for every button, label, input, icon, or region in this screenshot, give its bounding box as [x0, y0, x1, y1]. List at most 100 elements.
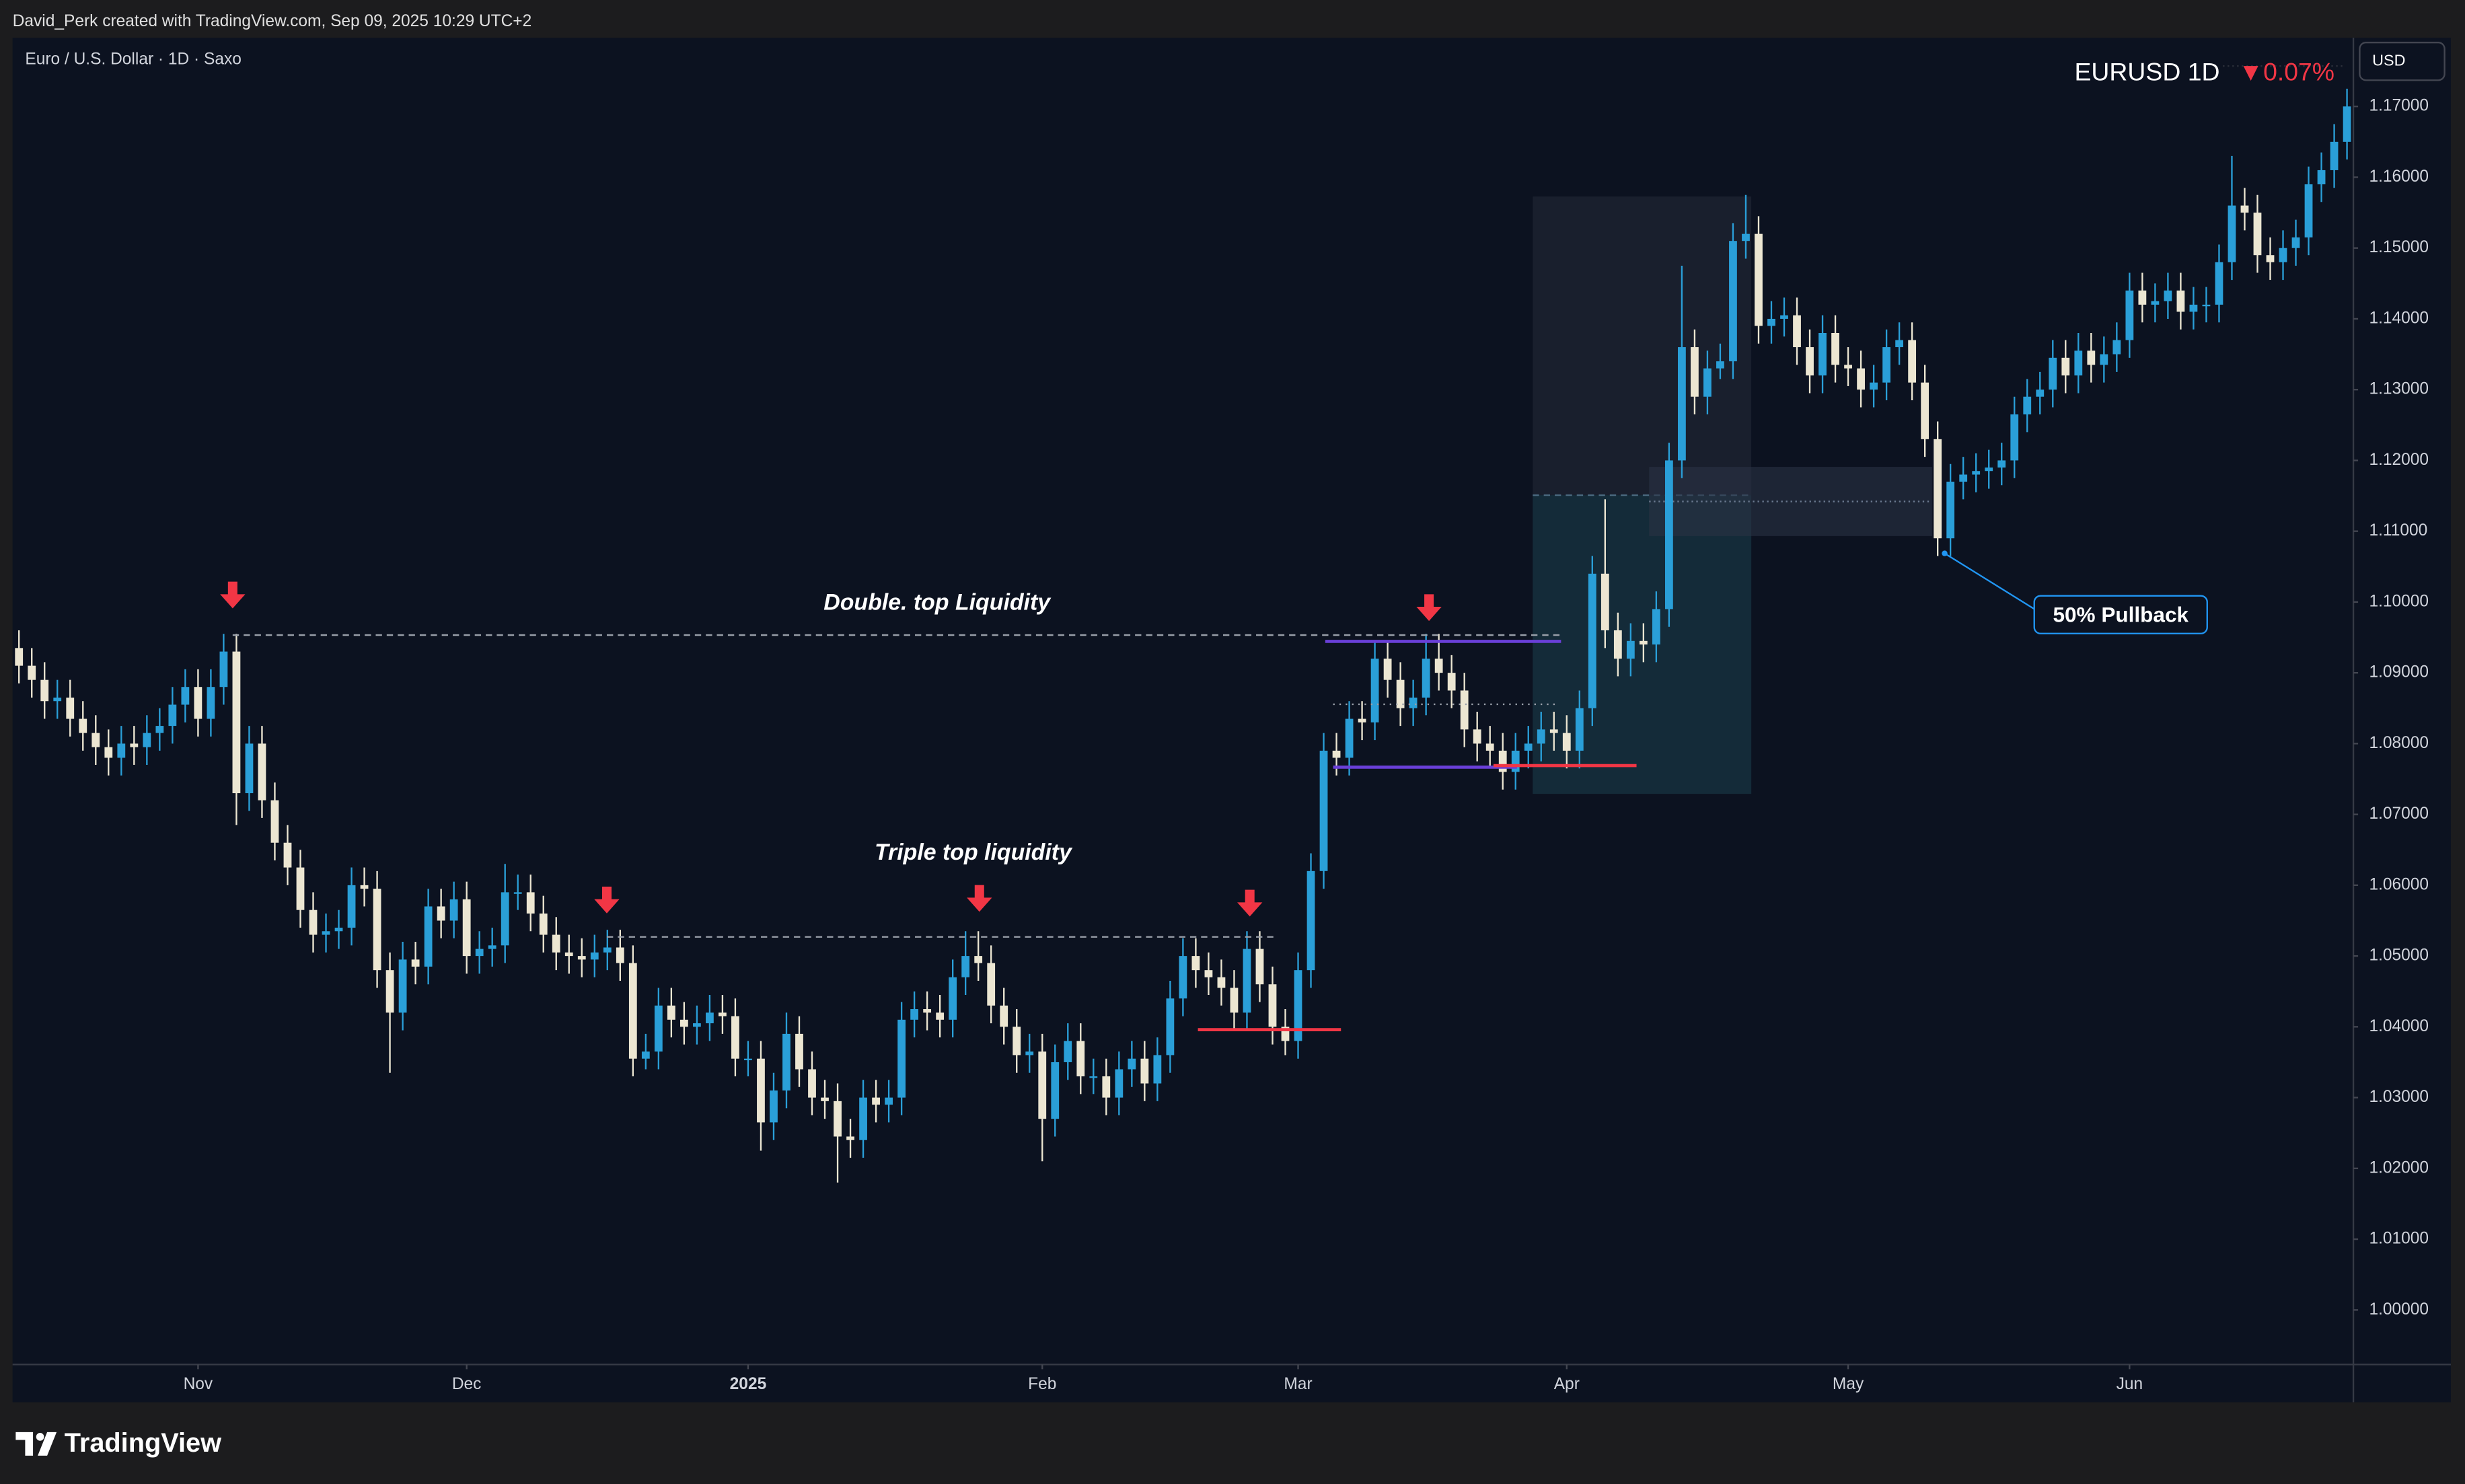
candle-body: [334, 928, 343, 932]
arrow: [220, 581, 246, 609]
arrow: [594, 886, 620, 914]
candle-body: [1549, 729, 1558, 733]
candle-body: [1755, 233, 1763, 326]
x-tick-label: Apr: [1554, 1375, 1580, 1393]
candle-body: [603, 947, 612, 953]
candle-body: [1921, 382, 1929, 439]
candle-body: [2330, 141, 2339, 170]
candle-body: [1281, 1027, 1290, 1041]
candle-body: [1946, 481, 1955, 539]
candle-body: [462, 899, 471, 957]
candle-body: [1013, 1027, 1021, 1055]
chart-title: Euro / U.S. Dollar · 1D · Saxo: [25, 50, 242, 68]
candle-body: [1140, 1058, 1149, 1084]
candle-body: [1537, 729, 1545, 744]
candle-body: [2036, 389, 2045, 397]
candle-body: [1626, 640, 1635, 659]
candle-body: [1575, 708, 1584, 751]
candle-body: [66, 697, 75, 719]
candle-body: [770, 1090, 778, 1123]
candle-body: [2138, 290, 2147, 305]
y-tick-label: 1.13000: [2369, 380, 2429, 398]
y-tick-label: 1.09000: [2369, 663, 2429, 681]
candle-body: [1742, 233, 1750, 242]
candle-body: [488, 945, 496, 949]
candle-body: [1076, 1041, 1085, 1077]
candle-body: [2151, 301, 2160, 305]
y-tick-label: 1.15000: [2369, 238, 2429, 256]
candle-body: [808, 1069, 816, 1098]
candle-body: [1243, 949, 1251, 1013]
currency[interactable]: USD: [2372, 51, 2405, 69]
candle-body: [1780, 315, 1788, 319]
candle-body: [1000, 1005, 1008, 1027]
candle-body: [258, 743, 266, 801]
candle-body: [1434, 659, 1443, 673]
symbol: EURUSD 1D: [2074, 58, 2219, 86]
candle-body: [1857, 368, 1865, 390]
candle-body: [1153, 1055, 1162, 1084]
candle-body: [1562, 733, 1571, 751]
candle-body: [628, 963, 637, 1059]
candle-body: [1793, 315, 1801, 348]
candle-body: [1191, 956, 1200, 971]
candle-body: [449, 899, 458, 921]
candle-body: [2343, 106, 2351, 142]
logo: [15, 1432, 57, 1456]
candle-body: [385, 970, 394, 1013]
candle-body: [1870, 382, 1878, 390]
candle-body: [757, 1058, 765, 1123]
candle-body: [1806, 347, 1814, 376]
candle-body: [194, 687, 203, 719]
candle-body: [564, 952, 573, 957]
candle-body: [2266, 255, 2275, 262]
candle-body: [207, 687, 215, 719]
y-tick-label: 1.04000: [2369, 1017, 2429, 1035]
arrow: [1237, 889, 1263, 917]
x-tick-label: May: [1833, 1375, 1864, 1393]
y-tick-label: 1.05000: [2369, 947, 2429, 965]
candle-body: [949, 977, 957, 1020]
candle-body: [1089, 1076, 1098, 1078]
candle-body: [1358, 718, 1366, 722]
candle-body: [1370, 659, 1379, 722]
callout-dot: [1942, 550, 1948, 556]
y-tick-label: 1.10000: [2369, 592, 2429, 610]
candle-body: [872, 1097, 880, 1105]
y-tick-label: 1.12000: [2369, 451, 2429, 469]
candle-body: [1767, 318, 1775, 326]
y-tick-label: 1.08000: [2369, 734, 2429, 752]
callout-box: [2033, 595, 2208, 634]
candle-body: [15, 648, 24, 666]
candle-body: [1716, 361, 1724, 369]
candle-body: [2253, 213, 2262, 256]
candle-body: [373, 889, 381, 971]
currency-box[interactable]: [2359, 41, 2445, 81]
x-tick-label: Jun: [2117, 1375, 2143, 1393]
candle-body: [987, 963, 996, 1006]
candle-body: [859, 1097, 867, 1140]
candle-body: [2087, 350, 2096, 365]
y-tick-label: 1.02000: [2369, 1158, 2429, 1177]
candle-body: [1498, 750, 1507, 772]
candle-body: [79, 718, 87, 733]
candle-body: [424, 906, 433, 967]
candle-body: [130, 743, 139, 747]
candle-body: [181, 687, 190, 705]
logo-mark: [38, 1432, 57, 1456]
candle-body: [360, 885, 369, 889]
candle-body: [1972, 471, 1981, 475]
candle-body: [719, 1012, 727, 1016]
candle-body: [2291, 237, 2300, 248]
annotation: 50% Pullback: [2053, 602, 2188, 626]
candle-body: [654, 1005, 663, 1052]
candle-body: [1959, 474, 1968, 482]
candle-body: [552, 934, 560, 953]
candle-body: [513, 892, 522, 894]
candle-body: [1345, 718, 1354, 758]
candle-body: [1934, 439, 1942, 539]
candle-body: [2112, 340, 2121, 355]
chart-area: [12, 38, 2451, 1403]
candle-body: [1997, 460, 2006, 468]
